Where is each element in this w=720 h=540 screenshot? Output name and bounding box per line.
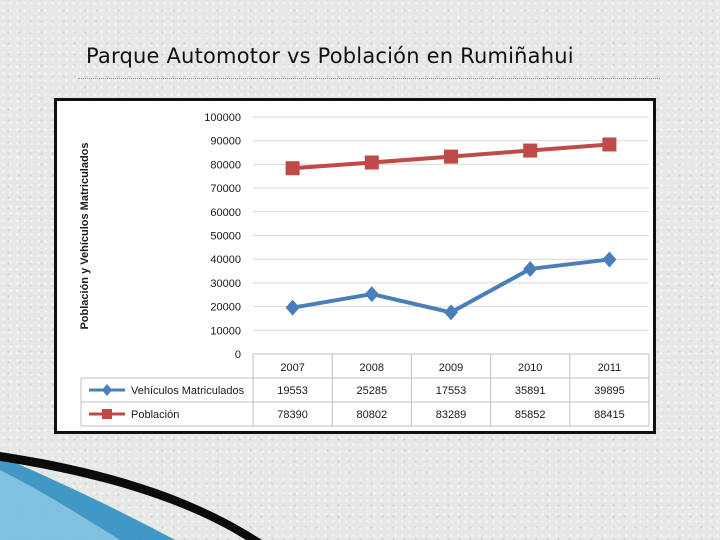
y-tick-label: 20000 bbox=[210, 302, 241, 314]
data-point bbox=[602, 251, 617, 268]
y-tick-label: 0 bbox=[235, 349, 241, 361]
y-tick-label: 60000 bbox=[210, 207, 241, 219]
data-table-value: 88415 bbox=[594, 409, 625, 421]
x-tick-label: 2010 bbox=[518, 362, 542, 374]
x-tick-label: 2008 bbox=[360, 362, 384, 374]
data-point bbox=[602, 137, 617, 152]
data-point bbox=[444, 304, 458, 321]
x-tick-label: 2009 bbox=[439, 362, 463, 374]
y-tick-label: 100000 bbox=[204, 112, 241, 124]
chart-frame: 0 10000 20000 30000 40000 50000 60000 70000 8000… bbox=[54, 98, 656, 434]
y-tick-label: 80000 bbox=[210, 159, 241, 171]
legend-label: Vehículos Matriculados bbox=[131, 385, 245, 397]
y-tick-label: 10000 bbox=[210, 325, 241, 337]
data-point bbox=[523, 260, 538, 277]
x-tick-label: 2007 bbox=[280, 362, 304, 374]
data-table-value: 17553 bbox=[436, 385, 467, 397]
y-tick-label: 70000 bbox=[210, 183, 241, 195]
data-table-value: 39895 bbox=[594, 385, 625, 397]
data-point bbox=[364, 155, 379, 170]
legend-marker bbox=[102, 409, 112, 419]
y-tick-label: 30000 bbox=[210, 278, 241, 290]
y-tick-label: 90000 bbox=[210, 136, 241, 148]
title-divider bbox=[78, 78, 660, 79]
data-point bbox=[364, 286, 379, 303]
line-chart: 0 10000 20000 30000 40000 50000 60000 70000 8000… bbox=[79, 112, 650, 427]
data-table-value: 19553 bbox=[277, 385, 308, 397]
y-tick-label: 40000 bbox=[210, 254, 241, 266]
y-tick-labels: 0 10000 20000 30000 40000 50000 60000 70000 8000… bbox=[204, 112, 241, 361]
legend-marker bbox=[102, 384, 112, 396]
data-table: 2007 2008 2009 2010 2011 Vehículos Matriculad… bbox=[80, 353, 650, 427]
data-point bbox=[523, 143, 538, 158]
data-table-value: 25285 bbox=[357, 385, 388, 397]
data-table-value: 85852 bbox=[515, 409, 546, 421]
data-table-value: 83289 bbox=[436, 409, 467, 421]
data-table-value: 35891 bbox=[515, 385, 546, 397]
y-axis-title: Población y Vehículos Matriculados bbox=[79, 142, 91, 329]
y-tick-label: 50000 bbox=[210, 231, 241, 243]
data-point bbox=[285, 161, 300, 176]
data-table-value: 78390 bbox=[277, 409, 308, 421]
series-lines bbox=[285, 137, 617, 321]
legend-label: Población bbox=[131, 409, 179, 421]
data-point bbox=[285, 299, 300, 316]
x-tick-label: 2011 bbox=[598, 362, 622, 374]
data-point bbox=[444, 149, 458, 164]
swoosh-dark-stroke bbox=[0, 452, 262, 540]
swoosh-light-band bbox=[0, 470, 120, 540]
data-table-value: 80802 bbox=[357, 409, 388, 421]
slide-title: Parque Automotor vs Población en Rumiñah… bbox=[86, 44, 574, 68]
